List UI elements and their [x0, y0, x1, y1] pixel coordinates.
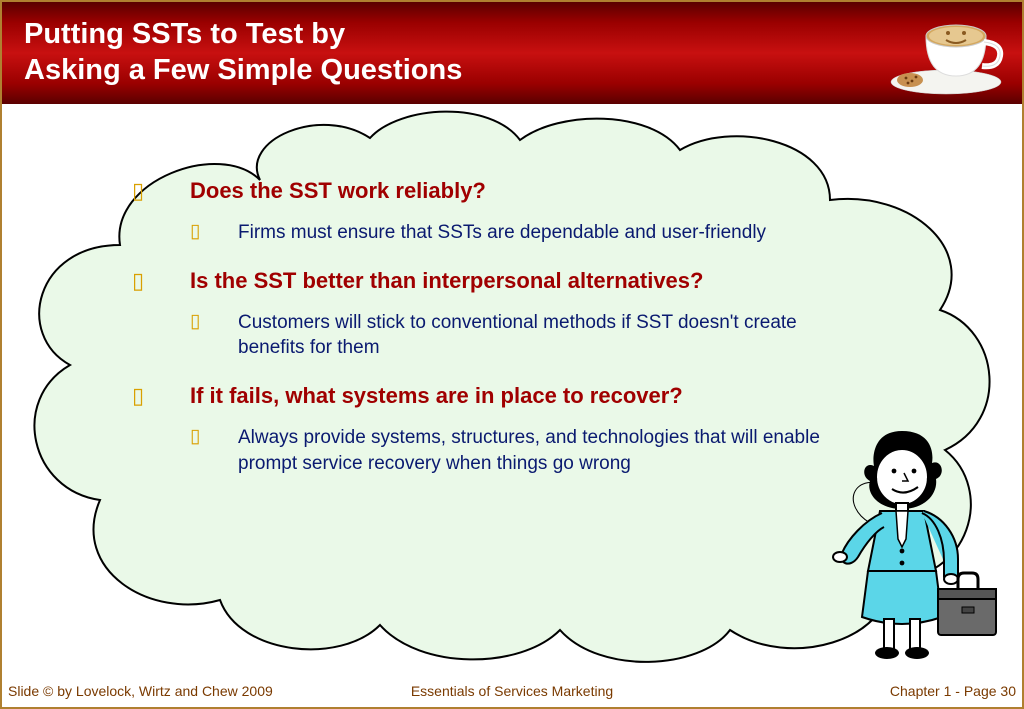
coffee-cup-icon — [886, 8, 1006, 98]
bullet-icon: ▯ — [132, 268, 190, 294]
businesswoman-icon — [824, 421, 1014, 671]
answer-item: ▯ Firms must ensure that SSTs are depend… — [190, 220, 892, 246]
question-item: ▯ If it fails, what systems are in place… — [132, 383, 892, 409]
question-item: ▯ Does the SST work reliably? — [132, 178, 892, 204]
title-line-2: Asking a Few Simple Questions — [24, 54, 462, 86]
bullet-icon: ▯ — [190, 310, 238, 361]
bullet-icon: ▯ — [132, 383, 190, 409]
answer-item: ▯ Customers will stick to conventional m… — [190, 310, 892, 361]
footer-right: Chapter 1 - Page 30 — [890, 683, 1016, 699]
slide-title: Putting SSTs to Test by Asking a Few Sim… — [24, 16, 1022, 89]
question-text: If it fails, what systems are in place t… — [190, 383, 683, 409]
slide-content: ▯ Does the SST work reliably? ▯ Firms mu… — [2, 104, 1022, 671]
title-line-1: Putting SSTs to Test by — [24, 18, 345, 50]
footer-left: Slide © by Lovelock, Wirtz and Chew 2009 — [8, 683, 273, 699]
slide-footer: Slide © by Lovelock, Wirtz and Chew 2009… — [2, 683, 1022, 699]
footer-center: Essentials of Services Marketing — [411, 683, 613, 699]
answer-text: Firms must ensure that SSTs are dependab… — [238, 220, 766, 246]
question-text: Does the SST work reliably? — [190, 178, 486, 204]
question-text: Is the SST better than interpersonal alt… — [190, 268, 703, 294]
question-item: ▯ Is the SST better than interpersonal a… — [132, 268, 892, 294]
bullet-icon: ▯ — [190, 220, 238, 246]
answer-text: Customers will stick to conventional met… — [238, 310, 828, 361]
answer-item: ▯ Always provide systems, structures, an… — [190, 425, 892, 476]
slide-header: Putting SSTs to Test by Asking a Few Sim… — [2, 2, 1022, 104]
answer-text: Always provide systems, structures, and … — [238, 425, 828, 476]
bullet-icon: ▯ — [132, 178, 190, 204]
bullet-icon: ▯ — [190, 425, 238, 476]
question-list: ▯ Does the SST work reliably? ▯ Firms mu… — [132, 178, 892, 498]
